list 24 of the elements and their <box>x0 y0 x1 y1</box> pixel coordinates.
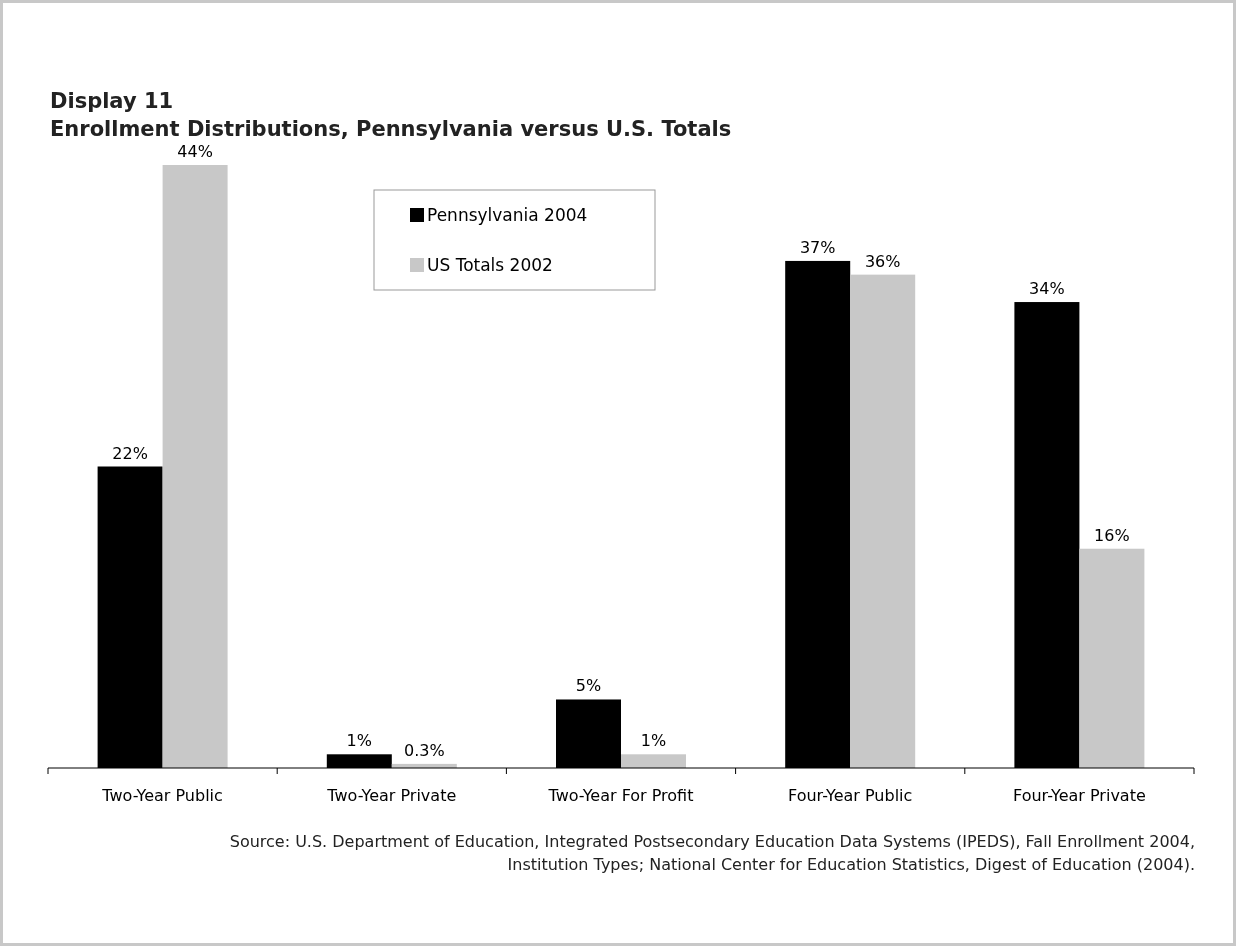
x-tick-label: Four-Year Private <box>1013 786 1146 805</box>
data-label: 16% <box>1094 525 1130 545</box>
legend-label: US Totals 2002 <box>427 255 553 275</box>
data-label: 37% <box>799 237 836 257</box>
x-tick-label: Four-Year Public <box>788 786 913 805</box>
chart-subtitle: Enrollment Distributions, Pennsylvania versus U.S. Totals <box>50 117 732 141</box>
data-label: 0.3% <box>403 740 445 760</box>
data-label: 44% <box>177 142 213 161</box>
data-label: 34% <box>1029 279 1065 299</box>
x-tick-label: Two-Year Private <box>326 786 457 805</box>
x-tick-label: Two-Year Public <box>101 786 223 805</box>
chart-title: Display 11 <box>50 89 174 113</box>
source-note: Source: U.S. Department of Education, Integrated Postsecondary Education Data Systems (IPEDS), Fall Enrollment 2004, Institution Types; National Center for Education Statistics, Digest of Education (2004). <box>229 832 1195 874</box>
data-label: 36% <box>864 251 901 271</box>
legend-label: Pennsylvania 2004 <box>427 205 588 225</box>
data-label: 1% <box>346 731 372 751</box>
data-label: 5% <box>575 676 602 696</box>
bar <box>850 274 916 768</box>
x-tick-label: Two-Year For Profit <box>547 786 694 805</box>
bar <box>1079 548 1145 768</box>
data-label: 1% <box>640 731 667 751</box>
data-label: 22% <box>112 443 148 463</box>
bar <box>162 165 228 768</box>
bar <box>621 754 686 768</box>
